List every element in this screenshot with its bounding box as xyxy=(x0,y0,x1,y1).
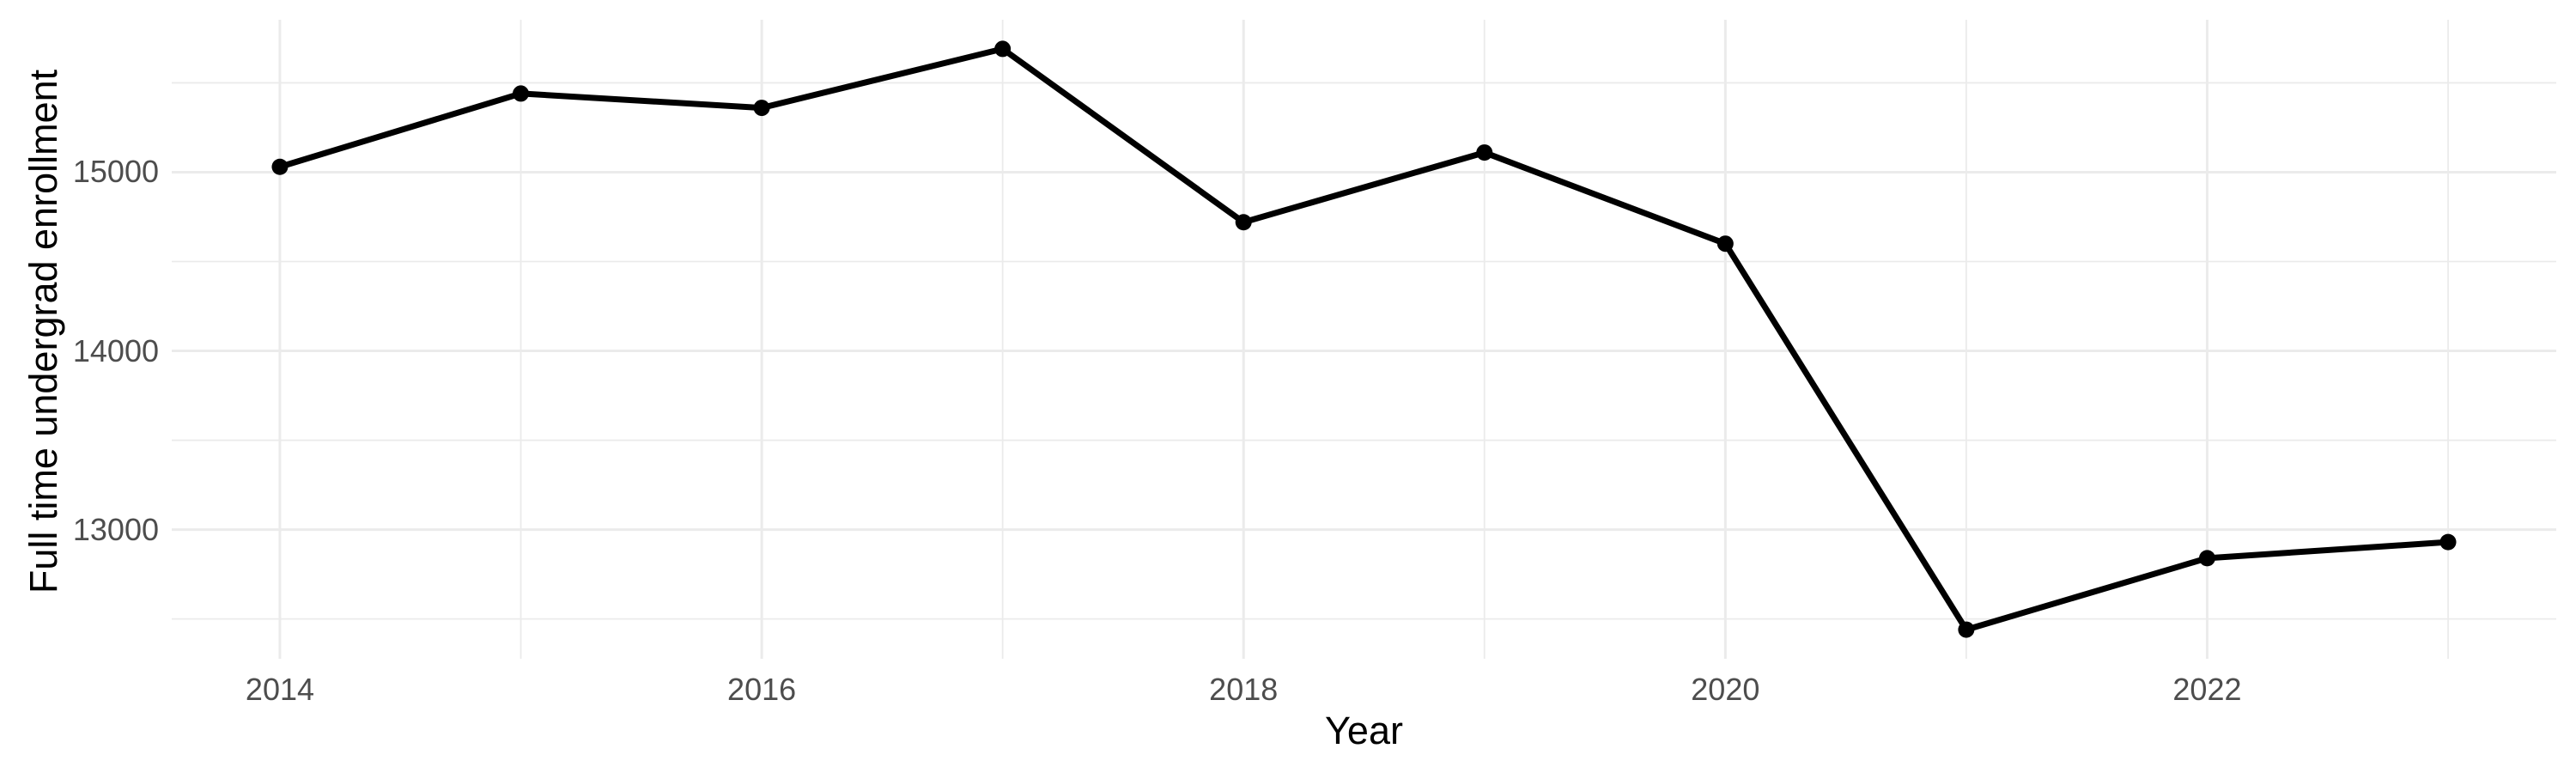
x-tick-label-2014: 2014 xyxy=(245,672,315,707)
data-point-2021 xyxy=(1958,621,1975,638)
x-tick-label-2018: 2018 xyxy=(1209,672,1279,707)
y-tick-label-15000: 15000 xyxy=(72,154,159,190)
data-point-2017 xyxy=(994,40,1012,58)
x-tick-label-2016: 2016 xyxy=(727,672,797,707)
data-point-2018 xyxy=(1235,214,1252,231)
data-point-2015 xyxy=(513,85,530,102)
enrollment-line xyxy=(276,46,2451,633)
x-tick-label-2020: 2020 xyxy=(1691,672,1760,707)
x-axis-title: Year xyxy=(1325,709,1403,752)
x-tick-label-2022: 2022 xyxy=(2172,672,2242,707)
data-point-2019 xyxy=(1476,144,1493,161)
data-point-2016 xyxy=(753,100,770,117)
y-tick-label-14000: 14000 xyxy=(72,332,159,368)
data-point-2014 xyxy=(271,158,289,175)
data-point-2020 xyxy=(1716,235,1734,253)
data-point-2022 xyxy=(2198,550,2215,567)
y-tick-label-13000: 13000 xyxy=(72,511,159,547)
data-point-2023 xyxy=(2439,533,2457,551)
